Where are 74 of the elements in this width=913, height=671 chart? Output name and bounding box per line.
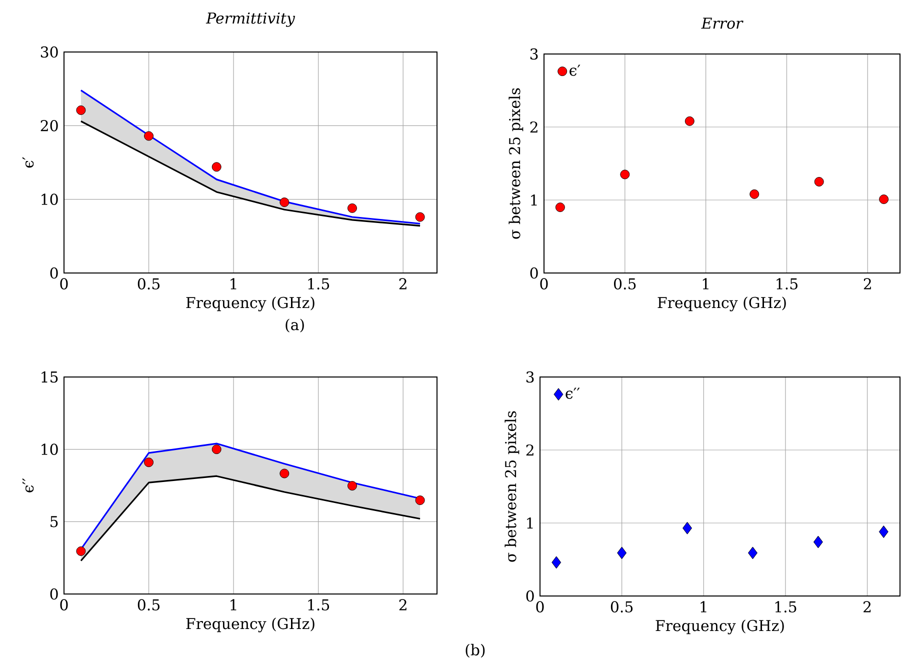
x-tick-label: 2	[399, 278, 406, 290]
point	[415, 212, 425, 222]
x-tick-label: 2	[399, 599, 406, 610]
point	[814, 177, 824, 186]
point	[878, 526, 888, 538]
y-tick-label: 20	[40, 120, 58, 132]
y-tick-label: 1	[527, 517, 533, 529]
y-axis-title: σ between 25 pixels	[508, 88, 524, 239]
y-tick-label: 2	[530, 121, 538, 133]
x-axis-title: Frequency (GHz)	[656, 620, 784, 634]
y-tick-label: 1	[531, 194, 537, 206]
point	[620, 170, 630, 180]
point	[555, 202, 565, 212]
y-tick-label: 30	[40, 46, 58, 58]
point	[415, 496, 425, 505]
y-axis-title: ϵ′	[22, 156, 34, 168]
x-axis-title: Frequency (GHz)	[186, 296, 314, 312]
x-axis-title: Frequency (GHz)	[186, 618, 314, 632]
x-tick-label: 1.5	[308, 599, 330, 610]
x-tick-label: 0	[60, 278, 68, 290]
point	[144, 131, 154, 141]
point	[879, 194, 889, 204]
y-tick-label: 3	[530, 48, 538, 60]
y-tick-label: 0	[50, 588, 58, 600]
x-tick-label: 1.5	[308, 278, 330, 290]
point	[347, 481, 357, 491]
point	[144, 458, 154, 468]
y-axis-title: ϵ′′	[22, 478, 34, 492]
text: (a)	[286, 318, 304, 332]
legend-label: ϵ′′	[566, 388, 580, 399]
x-axis-title: Frequency (GHz)	[658, 296, 786, 312]
point	[684, 116, 694, 126]
text: (b)	[466, 644, 485, 658]
x-tick-label: 0	[60, 599, 68, 610]
point	[76, 105, 86, 115]
point	[750, 189, 760, 199]
x-tick-label: 1	[700, 601, 706, 612]
x-tick-label: 1	[702, 278, 708, 290]
point	[813, 536, 823, 548]
x-tick-label: 1	[230, 599, 236, 610]
line-series	[80, 475, 421, 562]
point	[617, 546, 627, 560]
point	[76, 546, 86, 556]
x-tick-label: 1.5	[776, 278, 798, 290]
x-tick-label: 1	[230, 278, 236, 290]
point	[280, 468, 290, 478]
x-tick-label: 0.5	[138, 599, 160, 610]
chart-title: Error	[701, 18, 744, 29]
y-tick-label: 0	[526, 590, 534, 602]
point	[552, 556, 562, 569]
x-tick-label: 2	[864, 278, 871, 290]
chart-title: Permittivity	[206, 12, 296, 27]
y-tick-label: 10	[42, 194, 58, 205]
point	[212, 162, 222, 172]
point	[682, 522, 692, 534]
point	[748, 546, 758, 560]
y-tick-label: 15	[42, 371, 58, 383]
y-axis-title: σ between 25 pixels	[504, 411, 520, 562]
x-tick-label: 0.5	[138, 278, 160, 290]
x-tick-label: 0.5	[614, 278, 636, 290]
legend-label: ϵ′	[570, 64, 580, 76]
y-tick-label: 10	[42, 444, 58, 455]
y-tick-label: 3	[526, 371, 534, 383]
y-tick-label: 5	[50, 516, 58, 528]
x-tick-label: 0.5	[610, 601, 633, 612]
y-tick-label: 0	[530, 267, 538, 279]
x-tick-label: 2	[864, 601, 871, 612]
point	[280, 198, 290, 208]
x-tick-label: 0	[540, 278, 548, 290]
point	[347, 203, 357, 213]
x-tick-label: 1.5	[775, 601, 796, 612]
y-tick-label: 2	[526, 444, 534, 456]
y-tick-label: 0	[50, 267, 58, 279]
point	[212, 444, 222, 454]
